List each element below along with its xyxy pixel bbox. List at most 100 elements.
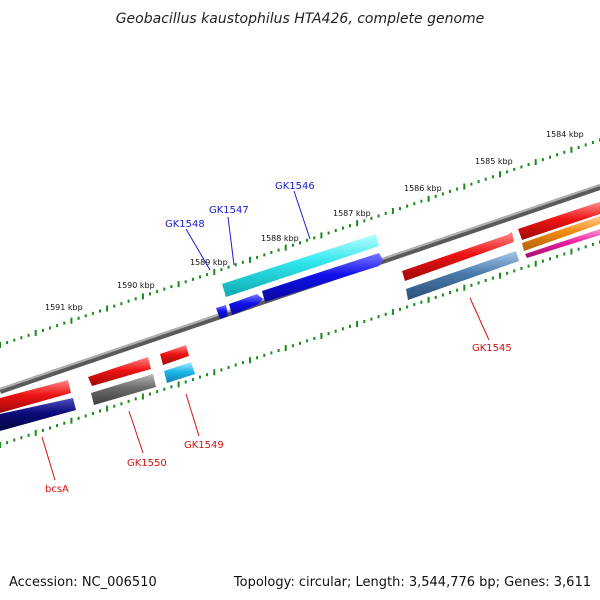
label-bcsA[interactable]: bcsA xyxy=(45,484,69,495)
label-GK1547[interactable]: GK1547 xyxy=(209,205,249,216)
lower-minor-tick xyxy=(313,336,316,340)
upper-minor-tick xyxy=(549,155,551,159)
lower-minor-tick xyxy=(6,441,9,445)
upper-minor-tick xyxy=(91,311,94,315)
gene-magenta[interactable] xyxy=(525,229,600,258)
lower-major-tick xyxy=(70,417,73,424)
lower-minor-tick xyxy=(299,341,301,345)
lower-minor-tick xyxy=(449,291,451,295)
upper-major-tick xyxy=(70,317,73,324)
accession-text: Accession: NC_006510 xyxy=(9,575,157,590)
gene-features xyxy=(0,202,600,431)
upper-minor-tick xyxy=(256,255,259,259)
gene-GK1550[interactable] xyxy=(91,374,156,405)
scale-label-1589: 1589 kbp xyxy=(190,258,228,267)
upper-minor-tick xyxy=(99,309,101,313)
lower-major-tick xyxy=(463,284,466,291)
gene-red-1550-upper[interactable] xyxy=(88,357,151,386)
lower-minor-tick xyxy=(477,281,480,285)
label-GK1546[interactable]: GK1546 xyxy=(275,181,315,192)
lower-minor-tick xyxy=(377,315,380,319)
lower-minor-tick xyxy=(199,375,201,379)
upper-minor-tick xyxy=(134,297,137,301)
lower-minor-tick xyxy=(520,267,523,270)
gene-red-right-top[interactable] xyxy=(518,202,600,240)
lower-minor-tick xyxy=(113,404,116,408)
upper-major-tick xyxy=(0,342,1,348)
upper-major-tick xyxy=(499,171,501,178)
upper-minor-tick xyxy=(227,265,230,269)
gene-blue-long[interactable] xyxy=(262,253,383,302)
upper-minor-tick xyxy=(349,224,351,228)
upper-major-tick xyxy=(284,244,287,251)
lower-minor-tick xyxy=(184,380,187,384)
gene-red-left[interactable] xyxy=(0,380,71,413)
upper-minor-tick xyxy=(156,290,159,293)
upper-minor-tick xyxy=(591,141,594,144)
lower-minor-tick xyxy=(349,324,351,328)
lower-minor-tick xyxy=(63,421,66,425)
upper-minor-tick xyxy=(277,248,280,252)
upper-minor-tick xyxy=(413,202,416,206)
upper-minor-tick xyxy=(27,333,30,337)
upper-minor-tick xyxy=(263,253,266,257)
upper-minor-tick xyxy=(506,170,509,174)
upper-major-tick xyxy=(249,256,251,263)
gene-GK1546[interactable] xyxy=(222,234,379,297)
upper-tick-track xyxy=(0,138,600,348)
lower-minor-tick xyxy=(563,252,566,256)
label-GK1550[interactable]: GK1550 xyxy=(127,458,167,469)
lower-minor-tick xyxy=(227,365,230,369)
gene-red-1545-upper[interactable] xyxy=(402,232,514,281)
gene-GK1547[interactable] xyxy=(229,294,263,315)
upper-minor-tick xyxy=(477,180,480,184)
lower-minor-tick xyxy=(413,303,416,307)
label-GK1549[interactable]: GK1549 xyxy=(184,440,224,451)
lower-minor-tick xyxy=(99,409,101,413)
upper-minor-tick xyxy=(41,328,44,332)
upper-minor-tick xyxy=(491,175,494,179)
upper-minor-tick xyxy=(341,226,344,230)
lower-minor-tick xyxy=(384,312,387,316)
scale-label-1585: 1585 kbp xyxy=(475,157,513,166)
upper-minor-tick xyxy=(484,177,487,181)
gene-orange[interactable] xyxy=(522,216,600,251)
label-GK1545[interactable]: GK1545 xyxy=(472,343,512,354)
lower-minor-tick xyxy=(527,264,530,268)
upper-minor-tick xyxy=(434,194,437,198)
upper-major-tick xyxy=(427,195,430,202)
upper-minor-tick xyxy=(513,167,516,171)
lower-minor-tick xyxy=(191,378,194,381)
upper-minor-tick xyxy=(299,241,301,245)
lower-minor-tick xyxy=(20,436,23,440)
upper-major-tick xyxy=(391,208,394,214)
gene-bcsA[interactable] xyxy=(0,398,76,431)
gene-GK1549[interactable] xyxy=(164,362,195,383)
lower-minor-tick xyxy=(484,279,487,282)
lower-minor-tick xyxy=(456,288,459,292)
upper-minor-tick xyxy=(220,268,223,272)
lower-major-tick xyxy=(534,260,537,267)
upper-minor-tick xyxy=(563,150,566,154)
upper-minor-tick xyxy=(120,302,123,306)
upper-minor-tick xyxy=(377,214,380,218)
lower-minor-tick xyxy=(506,271,509,275)
upper-minor-tick xyxy=(113,304,116,308)
upper-minor-tick xyxy=(184,280,187,284)
gene-GK1548[interactable] xyxy=(216,305,228,319)
upper-minor-tick xyxy=(556,153,559,157)
upper-minor-tick xyxy=(191,277,194,281)
upper-minor-tick xyxy=(234,263,237,267)
scale-label-1586: 1586 kbp xyxy=(404,184,442,193)
gene-GK1545[interactable] xyxy=(406,251,519,300)
upper-minor-tick xyxy=(306,238,309,242)
lower-minor-tick xyxy=(163,387,166,391)
label-GK1548[interactable]: GK1548 xyxy=(165,219,205,230)
lower-major-tick xyxy=(499,272,501,279)
gene-red-small[interactable] xyxy=(160,345,189,365)
lower-major-tick xyxy=(284,345,287,352)
lower-minor-tick xyxy=(277,349,280,352)
upper-minor-tick xyxy=(370,216,373,220)
upper-minor-tick xyxy=(241,260,244,264)
lower-minor-tick xyxy=(91,412,94,415)
